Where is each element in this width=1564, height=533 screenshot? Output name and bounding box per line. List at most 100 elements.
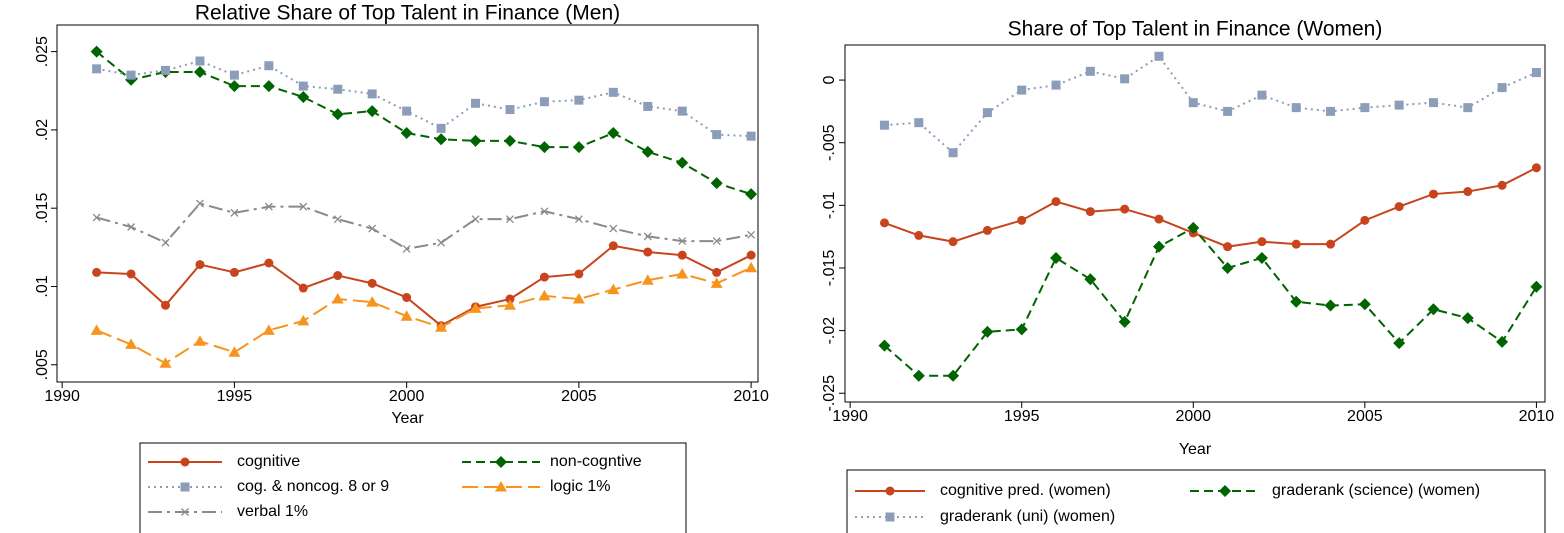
x-tick-label: 2010 (733, 388, 769, 405)
marker (161, 65, 171, 75)
marker (1118, 315, 1131, 328)
series-line (883, 226, 1538, 377)
legend-box (139, 442, 687, 533)
legend-label: graderank (science) (women) (1272, 482, 1480, 499)
legend-label: non-cogntive (550, 453, 642, 470)
marker (914, 118, 924, 128)
marker (1050, 251, 1063, 264)
marker (982, 225, 992, 235)
marker (505, 294, 515, 304)
marker (471, 98, 481, 108)
legend-marker (181, 508, 189, 516)
marker (367, 89, 377, 99)
marker (746, 250, 756, 260)
legend-label: graderank (uni) (women) (940, 508, 1115, 525)
marker (1154, 214, 1164, 224)
marker (127, 223, 136, 231)
y-tick-label: .015 (34, 193, 51, 224)
marker (712, 267, 722, 277)
marker (262, 80, 275, 93)
marker (298, 283, 308, 293)
marker (402, 292, 412, 302)
marker (608, 241, 618, 251)
marker (126, 70, 136, 80)
marker (878, 339, 891, 352)
y-tick-label: -.02 (821, 317, 838, 345)
legend-label: cog. & noncog. 8 or 9 (237, 478, 389, 495)
marker (676, 156, 689, 169)
marker (641, 274, 654, 285)
marker (574, 215, 583, 224)
series-line (96, 202, 752, 250)
marker (1188, 98, 1198, 108)
legend-label: cognitive (237, 453, 300, 470)
marker (333, 215, 342, 224)
y-tick-label: -.025 (821, 375, 838, 412)
marker (228, 346, 241, 357)
x-tick-label: 1990 (44, 388, 80, 405)
marker (1017, 215, 1027, 225)
marker (879, 218, 889, 228)
marker (471, 215, 480, 224)
x-tick-label: 1990 (832, 408, 868, 425)
marker (125, 338, 138, 349)
chart-title: Share of Top Talent in Finance (Women) (1008, 18, 1383, 41)
marker (678, 237, 687, 246)
marker (90, 324, 103, 335)
marker (607, 127, 620, 140)
marker (1427, 303, 1440, 316)
marker (1051, 197, 1061, 207)
marker (228, 80, 241, 93)
chart-title: Relative Share of Top Talent in Finance … (195, 2, 620, 25)
y-tick-label: .02 (34, 119, 51, 141)
marker (1223, 242, 1233, 252)
marker (469, 302, 482, 313)
legend-label: verbal 1% (237, 503, 308, 520)
marker (710, 277, 723, 288)
marker (333, 84, 343, 94)
marker (368, 224, 377, 233)
marker (912, 369, 925, 382)
marker (367, 278, 377, 288)
marker (1015, 323, 1028, 336)
marker (195, 199, 204, 208)
series-line (95, 50, 752, 196)
marker (641, 145, 654, 158)
marker (435, 321, 448, 332)
marker (159, 357, 172, 368)
marker (1120, 74, 1130, 84)
marker (1497, 83, 1507, 93)
marker (402, 106, 412, 116)
marker (402, 244, 411, 253)
marker (643, 232, 652, 241)
marker (609, 224, 618, 233)
marker (948, 237, 958, 247)
marker (914, 230, 924, 240)
marker (469, 134, 482, 147)
marker (1428, 98, 1438, 108)
plot-frame (56, 24, 759, 383)
marker (677, 250, 687, 260)
marker (126, 269, 136, 279)
marker (161, 238, 170, 247)
marker (195, 56, 205, 66)
marker (331, 293, 344, 304)
x-tick-label: 1995 (1004, 408, 1040, 425)
y-tick-label: .005 (34, 349, 51, 380)
marker (745, 261, 758, 273)
marker (1051, 80, 1061, 90)
marker (264, 61, 274, 71)
marker (1360, 103, 1370, 113)
x-tick-label: 2005 (561, 388, 597, 405)
legend-marker (1219, 485, 1231, 497)
marker (538, 289, 551, 301)
y-tick-label: -.015 (821, 250, 838, 287)
legend-marker (495, 481, 507, 492)
series-line (96, 244, 752, 327)
marker (1531, 163, 1541, 173)
marker (947, 369, 960, 382)
marker (1017, 85, 1027, 95)
marker (90, 45, 103, 58)
plot-frame (844, 44, 1546, 403)
